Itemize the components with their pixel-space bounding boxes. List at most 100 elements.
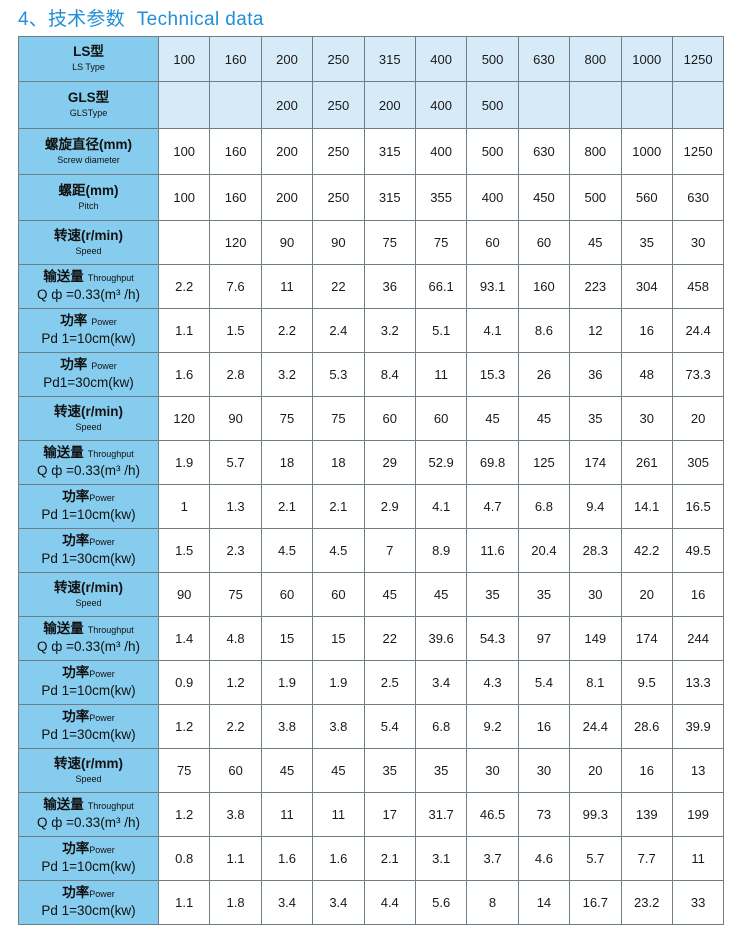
data-cell: 2.2 xyxy=(209,704,262,749)
data-cell: 2.4 xyxy=(312,308,365,353)
row-label: 输送量 Throughput Q ф =0.33(m³ /h) xyxy=(18,440,159,485)
table-row: 输送量 Throughput Q ф =0.33(m³ /h) 2.2 7.6 11 22 3… xyxy=(18,264,725,309)
data-cell: 75 xyxy=(157,748,211,793)
data-cell: 160 xyxy=(209,174,262,221)
data-cell: 630 xyxy=(671,174,725,221)
data-cell: 35 xyxy=(466,572,519,617)
data-cell: 3.8 xyxy=(209,792,262,837)
row-label: 功率Power Pd 1=30cm(kw) xyxy=(18,704,159,749)
data-cell: 73.3 xyxy=(671,352,725,397)
row-label: 输送量 Throughput Q ф =0.33(m³ /h) xyxy=(18,616,159,661)
data-cell: 4.1 xyxy=(414,484,468,529)
data-cell: 14 xyxy=(517,880,571,925)
row-label: 功率Power Pd 1=30cm(kw) xyxy=(18,880,159,925)
data-cell: 500 xyxy=(466,128,519,175)
data-cell: 4.5 xyxy=(312,528,365,573)
data-cell: 261 xyxy=(620,440,673,485)
row-label-formula: Q ф =0.33(m³ /h) xyxy=(36,463,140,478)
data-cell: 28.6 xyxy=(620,704,673,749)
data-cell: 8.1 xyxy=(569,660,622,705)
row-label-cn: 功率 xyxy=(62,885,90,901)
data-cell: 400 xyxy=(414,36,468,82)
data-cell: 250 xyxy=(312,128,365,175)
data-cell: 22 xyxy=(312,264,365,309)
data-cell: 39.9 xyxy=(671,704,725,749)
data-cell: 400 xyxy=(414,128,468,175)
data-cell: 35 xyxy=(569,396,622,441)
row-label-formula: Pd1=30cm(kw) xyxy=(43,375,134,390)
data-cell: 450 xyxy=(517,174,571,221)
row-label-en: Power xyxy=(89,537,115,548)
row-label-cn: 功率 xyxy=(62,665,90,681)
row-label-cn: 功率 xyxy=(62,489,90,505)
data-cell: 100 xyxy=(157,174,211,221)
data-cell: 5.3 xyxy=(312,352,365,397)
data-cell: 90 xyxy=(209,396,262,441)
row-label-en: Throughput xyxy=(87,273,134,284)
data-cell: 199 xyxy=(671,792,725,837)
table-row: 输送量 Throughput Q ф =0.33(m³ /h) 1.9 5.7 18 18 2… xyxy=(18,440,725,485)
row-label-formula: Pd 1=30cm(kw) xyxy=(41,727,136,742)
data-cell: 120 xyxy=(157,396,211,441)
data-cell: 26 xyxy=(517,352,571,397)
data-cell: 8 xyxy=(466,880,519,925)
data-cell: 75 xyxy=(363,220,416,265)
data-cell: 560 xyxy=(620,174,673,221)
page-title: 4、技术参数 Technical data xyxy=(18,8,264,32)
data-cell: 1.6 xyxy=(260,836,314,881)
data-cell: 500 xyxy=(569,174,622,221)
row-label-en: Speed xyxy=(75,245,102,256)
data-cell: 200 xyxy=(260,36,314,82)
row-label-line: 功率Power xyxy=(21,841,156,858)
data-cell: 630 xyxy=(517,128,571,175)
data-cell: 8.4 xyxy=(363,352,416,397)
data-cell: 33 xyxy=(671,880,725,925)
row-label-cn: 输送量 xyxy=(43,621,84,637)
data-cell xyxy=(157,81,211,129)
row-label-line: 功率Power xyxy=(21,709,156,726)
row-label-line: 输送量 Throughput xyxy=(21,797,156,814)
data-cell: 250 xyxy=(312,174,365,221)
data-cell: 73 xyxy=(517,792,571,837)
data-cell: 15.3 xyxy=(466,352,519,397)
data-cell: 16 xyxy=(671,572,725,617)
data-cell: 75 xyxy=(312,396,365,441)
table-row: 功率 Power Pd1=30cm(kw) 1.6 2.8 3.2 5.3 8.4 11 15.3… xyxy=(18,352,725,397)
data-cell: 20 xyxy=(620,572,673,617)
data-cell: 2.3 xyxy=(209,528,262,573)
data-cell: 48 xyxy=(620,352,673,397)
row-label-formula: Q ф =0.33(m³ /h) xyxy=(36,815,140,830)
data-cell: 16 xyxy=(620,308,673,353)
data-cell: 6.8 xyxy=(517,484,571,529)
data-cell: 223 xyxy=(569,264,622,309)
data-cell: 30 xyxy=(569,572,622,617)
data-cell: 1.5 xyxy=(157,528,211,573)
data-cell: 125 xyxy=(517,440,571,485)
row-label: 螺旋直径(mm) Screw diameter xyxy=(18,128,159,175)
data-cell: 7.6 xyxy=(209,264,262,309)
data-cell: 9.4 xyxy=(569,484,622,529)
data-cell: 17 xyxy=(363,792,416,837)
data-cell: 35 xyxy=(414,748,468,793)
data-cell: 30 xyxy=(671,220,725,265)
row-label-cn: 转速(r/min) xyxy=(54,403,123,419)
data-cell: 16.5 xyxy=(671,484,725,529)
row-label-formula: Q ф =0.33(m³ /h) xyxy=(36,639,140,654)
data-cell: 1.1 xyxy=(157,308,211,353)
data-cell: 4.4 xyxy=(363,880,416,925)
table-row: 螺旋直径(mm) Screw diameter 100 160 200 250 315 400… xyxy=(18,128,725,175)
row-label-en: LS Type xyxy=(72,62,105,73)
data-cell: 45 xyxy=(312,748,365,793)
data-cell: 3.2 xyxy=(363,308,416,353)
data-cell: 5.4 xyxy=(363,704,416,749)
data-cell: 15 xyxy=(312,616,365,661)
table-row: 输送量 Throughput Q ф =0.33(m³ /h) 1.2 3.8 11 11 1… xyxy=(18,792,725,837)
data-cell: 9.5 xyxy=(620,660,673,705)
data-cell: 45 xyxy=(569,220,622,265)
data-cell: 60 xyxy=(517,220,571,265)
data-cell: 160 xyxy=(517,264,571,309)
